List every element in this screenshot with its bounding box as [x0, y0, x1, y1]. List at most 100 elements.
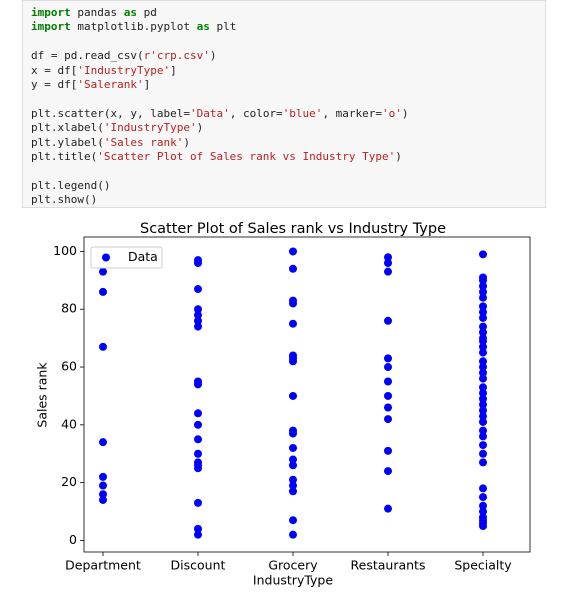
code-token: y = df[ [31, 78, 78, 92]
point [289, 516, 297, 525]
code-line: plt.legend() [31, 179, 537, 193]
point [479, 501, 487, 510]
point [289, 247, 297, 256]
point [194, 311, 202, 320]
point [384, 354, 392, 363]
point [479, 383, 487, 392]
code-token: plt.ylabel( [31, 135, 104, 149]
point [479, 250, 487, 259]
code-token: plt.title( [31, 150, 98, 164]
code-token: as [196, 20, 210, 34]
y-tick-label: 60 [61, 359, 77, 374]
code-line: plt.scatter(x, y, label='Data', color='b… [31, 107, 537, 121]
point [194, 420, 202, 429]
point [289, 443, 297, 452]
code-token: plt.xlabel( [31, 121, 104, 135]
point [384, 363, 392, 372]
point [194, 322, 202, 331]
point [194, 380, 202, 389]
code-block: import pandas as pd import matplotlib.pyp… [31, 6, 537, 35]
point [289, 319, 297, 328]
code-token: 'o' [382, 106, 402, 120]
code-token: ) [196, 121, 204, 135]
code-token: pandas [70, 6, 124, 19]
y-axis-label: Sales rank [35, 362, 50, 428]
code-token: plt.show() [31, 193, 98, 207]
point [194, 530, 202, 539]
point [479, 337, 487, 346]
code-token: import [31, 6, 71, 19]
point [99, 490, 107, 499]
code-token: 'IndustryType' [77, 63, 171, 77]
x-tick-label: Discount [171, 558, 226, 573]
point [479, 458, 487, 467]
point [479, 406, 487, 415]
point [479, 417, 487, 426]
point [479, 313, 487, 322]
point [289, 481, 297, 490]
point [479, 493, 487, 502]
point [384, 403, 392, 412]
code-line: plt.title('Scatter Plot of Sales rank vs… [31, 150, 537, 164]
point [289, 455, 297, 464]
code-token: plt [209, 20, 237, 34]
point [99, 287, 107, 296]
code-token: df = pd.read_csv( [31, 49, 144, 63]
point [479, 363, 487, 372]
code-token: 'Sales rank' [103, 135, 184, 149]
point [289, 475, 297, 484]
point [479, 342, 487, 351]
code-token: ] [170, 63, 177, 77]
code-line: df = pd.read_csv(r'crp.csv') [31, 49, 537, 63]
code-token: plt.scatter(x, y, label= [31, 106, 190, 120]
code-token: as [123, 6, 137, 19]
point [194, 435, 202, 444]
point [384, 391, 392, 400]
x-tick-label: Department [65, 558, 141, 573]
point [289, 429, 297, 438]
code-token: pd [136, 6, 157, 19]
code-token: r'crp.csv' [143, 49, 210, 63]
point [479, 368, 487, 377]
point [384, 259, 392, 268]
point [479, 484, 487, 493]
code-token: 'Salerank' [77, 78, 144, 92]
point [384, 446, 392, 455]
code-token: ) [209, 49, 217, 63]
x-tick-label: Specialty [454, 558, 512, 573]
point [479, 276, 487, 285]
point [194, 316, 202, 325]
code-token: , color= [229, 106, 283, 120]
code-token: matplotlib.pyplot [70, 20, 197, 34]
point [479, 426, 487, 435]
point [384, 253, 392, 262]
code-token: 'IndustryType' [103, 121, 197, 135]
code-token: , marker= [322, 106, 383, 120]
point [99, 495, 107, 504]
y-tick-label: 100 [53, 243, 77, 258]
point [194, 259, 202, 268]
code-block: plt.legend() plt.show() [31, 179, 537, 208]
code-token: ) [401, 106, 409, 120]
x-tick-label: Grocery [268, 558, 318, 573]
point [479, 357, 487, 366]
code-token: import [31, 20, 71, 34]
point [289, 487, 297, 496]
point [479, 348, 487, 357]
code-block: plt.scatter(x, y, label='Data', color='b… [31, 107, 537, 165]
code-cell: import pandas as pd import matplotlib.pyp… [22, 0, 546, 208]
y-tick-label: 0 [69, 532, 77, 547]
point [384, 415, 392, 424]
legend-label: Data [128, 249, 158, 264]
code-line: plt.ylabel('Sales rank') [31, 136, 537, 150]
point [479, 293, 487, 302]
point [289, 391, 297, 400]
point [479, 432, 487, 441]
legend-box [90, 246, 163, 269]
code-token: plt.legend() [31, 179, 111, 193]
code-line: y = df['Salerank'] [31, 78, 537, 92]
point [289, 299, 297, 308]
point [194, 524, 202, 533]
